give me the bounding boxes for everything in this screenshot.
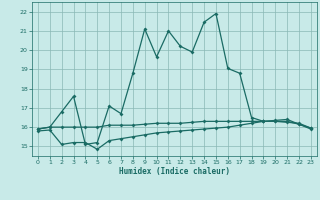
X-axis label: Humidex (Indice chaleur): Humidex (Indice chaleur): [119, 167, 230, 176]
